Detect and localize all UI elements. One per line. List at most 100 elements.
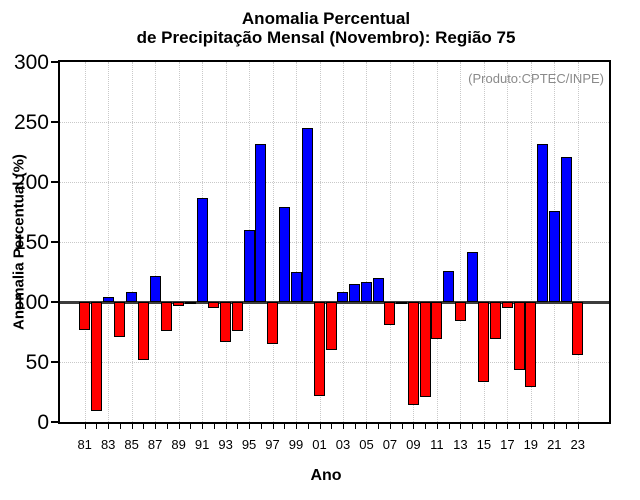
bar-2009: [407, 302, 419, 406]
x-tick-2007: [389, 424, 391, 429]
x-tick-2010: [425, 424, 427, 429]
x-tick-2013: [460, 424, 462, 429]
h-gridline-200: [60, 182, 609, 183]
bar-1986: [137, 302, 149, 360]
x-tick-label-1995: 95: [241, 437, 257, 452]
bar-1996: [255, 143, 267, 302]
v-gridline-2001: [319, 62, 321, 422]
x-tick-label-1993: 93: [218, 437, 233, 452]
y-tick-label-200: 200: [13, 171, 49, 194]
x-tick-2009: [413, 424, 415, 429]
y-tick-label-50: 50: [25, 351, 49, 374]
x-tick-1987: [155, 424, 157, 429]
x-tick-2004: [354, 424, 356, 429]
x-tick-1993: [225, 424, 227, 429]
x-tick-label-2001: 01: [312, 437, 327, 452]
bar-2022: [560, 156, 572, 302]
x-tick-label-2005: 05: [359, 437, 374, 452]
bar-1997: [267, 302, 279, 344]
v-gridline-2019: [530, 62, 532, 422]
y-tick-150: [51, 241, 58, 243]
bar-1992: [208, 302, 220, 308]
bar-2002: [325, 302, 337, 350]
bar-1990: [184, 302, 196, 304]
y-tick-label-300: 300: [13, 51, 49, 74]
x-axis-title: Ano: [310, 467, 342, 484]
x-tick-label-2023: 23: [570, 437, 585, 452]
x-tick-1990: [190, 424, 192, 429]
h-gridline-50: [60, 362, 609, 363]
v-gridline-2005: [366, 62, 368, 422]
y-tick-50: [51, 361, 58, 363]
x-tick-1996: [260, 424, 262, 429]
x-tick-1995: [249, 424, 251, 429]
x-tick-2012: [448, 424, 450, 429]
x-tick-label-1997: 97: [265, 437, 280, 452]
v-gridline-2003: [342, 62, 344, 422]
x-tick-2019: [530, 424, 532, 429]
y-tick-label-100: 100: [13, 291, 49, 314]
v-gridline-1989: [178, 62, 180, 422]
v-gridline-1987: [155, 62, 157, 422]
bar-1995: [243, 230, 255, 302]
bar-2021: [548, 210, 560, 302]
y-tick-label-250: 250: [13, 111, 49, 134]
x-tick-2001: [319, 424, 321, 429]
y-tick-200: [51, 181, 58, 183]
bar-1991: [196, 197, 208, 302]
bar-2013: [454, 302, 466, 322]
x-tick-label-1985: 85: [124, 437, 139, 452]
x-tick-2023: [577, 424, 579, 429]
x-tick-2002: [331, 424, 333, 429]
bar-2006: [372, 278, 384, 302]
x-tick-2003: [342, 424, 344, 429]
bar-1984: [114, 302, 126, 337]
bar-2012: [443, 270, 455, 302]
x-tick-label-1981: 81: [77, 437, 92, 452]
bar-2007: [384, 302, 396, 325]
product-annotation: (Produto:CPTEC/INPE): [468, 71, 604, 86]
bar-1998: [278, 207, 290, 302]
x-tick-1983: [108, 424, 110, 429]
x-tick-label-1999: 99: [288, 437, 304, 452]
y-tick-300: [51, 61, 58, 63]
bar-2017: [501, 302, 513, 308]
y-tick-250: [51, 121, 58, 123]
bar-2015: [478, 302, 490, 383]
x-tick-2018: [519, 424, 521, 429]
x-tick-1991: [202, 424, 204, 429]
x-tick-2006: [378, 424, 380, 429]
bar-2011: [431, 302, 443, 340]
x-tick-label-1991: 91: [194, 437, 210, 452]
x-tick-label-2011: 11: [430, 437, 444, 452]
h-gridline-150: [60, 242, 609, 243]
bar-1987: [149, 275, 161, 302]
bar-1983: [102, 297, 114, 302]
bar-2003: [337, 292, 349, 302]
v-gridline-1997: [272, 62, 274, 422]
x-tick-label-1989: 89: [171, 437, 186, 452]
x-tick-1986: [143, 424, 145, 429]
bar-1985: [126, 292, 138, 302]
v-gridline-1993: [225, 62, 227, 422]
x-tick-label-2003: 03: [335, 437, 351, 452]
x-tick-2000: [307, 424, 309, 429]
bar-1989: [173, 302, 185, 306]
bar-2001: [314, 302, 325, 396]
y-tick-label-150: 150: [13, 231, 49, 254]
bar-2004: [349, 284, 361, 302]
x-tick-1999: [296, 424, 298, 429]
bar-2023: [572, 302, 584, 355]
bar-2014: [466, 251, 478, 302]
x-tick-label-2013: 13: [453, 437, 468, 452]
x-tick-2016: [495, 424, 497, 429]
x-tick-2017: [507, 424, 509, 429]
x-tick-label-2009: 09: [406, 437, 421, 452]
bar-2016: [490, 302, 502, 340]
bar-1981: [79, 302, 91, 330]
x-tick-2005: [366, 424, 368, 429]
x-tick-2011: [436, 424, 438, 429]
v-gridline-1981: [84, 62, 86, 422]
bar-1988: [161, 302, 173, 331]
